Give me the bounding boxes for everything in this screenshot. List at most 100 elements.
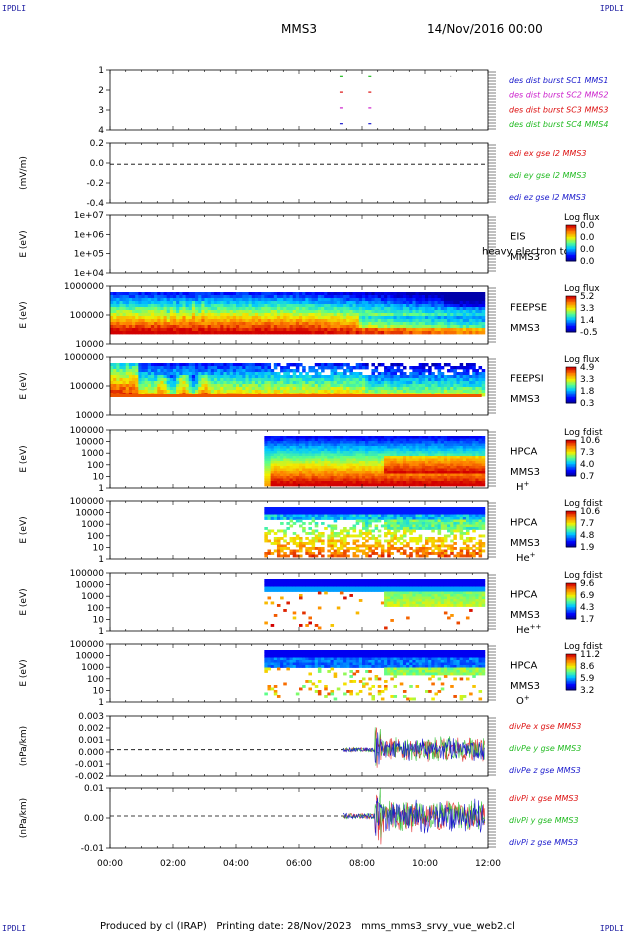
hpca_h-heat-cell xyxy=(384,451,388,454)
feepsi-heat-cell xyxy=(472,387,476,391)
feepsi-heat-cell xyxy=(465,366,470,370)
feepse-heat-cell xyxy=(169,298,174,302)
feepsi-heat-cell xyxy=(418,384,423,388)
hpca_h-heat-cell xyxy=(333,461,338,464)
feepse-heat-cell xyxy=(154,316,158,320)
feepsi-heat-cell xyxy=(207,366,212,370)
feepsi-heat-cell xyxy=(267,369,272,373)
feepse-heat-cell xyxy=(201,319,205,323)
hpca_h-heat-cell xyxy=(469,478,473,482)
feepse-heat-cell xyxy=(402,313,407,317)
feepse-heat-cell xyxy=(421,295,426,299)
hpca_h-heat-cell xyxy=(339,448,344,452)
feepsi-heat-cell xyxy=(368,384,372,388)
feepse-heat-cell xyxy=(132,310,136,314)
feepsi-heat-cell xyxy=(374,378,379,382)
feepsi-heat-cell xyxy=(223,381,227,385)
feepsi-heat-cell xyxy=(374,384,379,388)
feepsi-heat-cell xyxy=(390,387,394,391)
hpca_h-heat-cell xyxy=(418,473,423,477)
feepsi-heat-cell xyxy=(311,381,316,385)
hpca_h-heat-cell xyxy=(289,456,294,459)
feepse-heat-cell xyxy=(292,292,297,296)
feepse-heat-cell xyxy=(210,307,215,311)
feepsi-heat-cell xyxy=(321,387,325,391)
feepse-heat-cell xyxy=(138,325,142,329)
feepse-heat-cell xyxy=(119,331,123,335)
hpca_h-heat-cell xyxy=(302,478,306,482)
feepsi-heat-cell xyxy=(339,375,344,379)
hpca_h-heat-cell xyxy=(412,453,416,457)
feepse-heat-cell xyxy=(198,328,202,332)
hpca_h-heat-cell xyxy=(324,466,328,469)
hpca_h-heat-cell xyxy=(314,443,319,447)
hpca_he-heat-cell xyxy=(264,534,268,538)
feepse-heat-cell xyxy=(343,304,347,308)
feepse-heat-cell xyxy=(147,295,152,299)
feepse-heat-cell xyxy=(336,304,341,308)
feepse-heat-cell xyxy=(251,328,256,332)
feepsi-heat-cell xyxy=(169,387,174,391)
feepsi-heat-cell xyxy=(229,372,234,376)
feepse-heat-cell xyxy=(428,316,432,320)
feepse-heat-cell xyxy=(236,328,240,332)
feepse-heat-cell xyxy=(132,331,136,335)
hpca_h-heat-cell xyxy=(456,458,461,462)
feepse-heat-cell xyxy=(239,292,243,296)
feepsi-heat-cell xyxy=(459,378,464,382)
hpca_h-heat-cell xyxy=(280,443,284,447)
hpca_h-heat-cell xyxy=(402,468,407,472)
hpca_h-heat-cell xyxy=(396,468,401,472)
hpca_h-heat-cell xyxy=(270,456,275,459)
feepse-heat-cell xyxy=(267,295,272,299)
hpca_h-heat-cell xyxy=(273,461,278,464)
feepsi-heat-cell xyxy=(396,369,401,373)
feepse-heat-cell xyxy=(428,325,432,329)
eis-spacecraft-label: MMS3 xyxy=(510,252,540,263)
feepsi-heat-cell xyxy=(132,381,136,385)
hpca_h-heat-cell xyxy=(453,438,457,442)
feepse-heat-cell xyxy=(113,322,117,326)
feepse-heat-cell xyxy=(138,292,142,296)
feepse-heat-cell xyxy=(472,301,476,305)
feepse-heat-cell xyxy=(251,301,256,305)
feepsi-heat-cell xyxy=(308,390,312,394)
feepse-heat-cell xyxy=(425,301,429,305)
feepsi-heat-cell xyxy=(232,378,237,382)
hpca_h-heat-cell xyxy=(456,443,461,447)
hpca_h-heat-cell xyxy=(358,441,363,444)
hpca_h-heat-cell xyxy=(346,468,350,472)
feepsi-heat-cell xyxy=(402,390,407,394)
feepse-heat-cell xyxy=(185,304,190,308)
feepsi-heat-cell xyxy=(280,384,284,388)
hpca_h-heat-cell xyxy=(428,481,432,484)
feepsi-heat-cell xyxy=(371,375,375,379)
feepse-heat-cell xyxy=(176,310,180,314)
feepsi-heat-cell xyxy=(447,375,451,379)
feepse-heat-cell xyxy=(185,322,190,326)
feepsi-heat-cell xyxy=(179,372,183,376)
feepse-heat-cell xyxy=(261,298,265,302)
hpca_h-heat-cell xyxy=(264,476,268,479)
hpca_h-heat-cell xyxy=(481,476,486,479)
feepsi-heat-cell xyxy=(390,369,394,373)
feepse-heat-cell xyxy=(437,292,442,296)
hpca_h-heat-cell xyxy=(459,481,464,484)
hpca_h-heat-cell xyxy=(305,453,309,457)
feepse-heat-cell xyxy=(349,295,353,299)
feepsi-heat-cell xyxy=(173,366,177,370)
feepsi-heat-cell xyxy=(317,375,322,379)
hpca_h-heat-cell xyxy=(317,436,322,439)
feepse-heat-cell xyxy=(195,328,199,332)
feepse-heat-cell xyxy=(242,328,246,332)
feepse-heat-cell xyxy=(147,310,152,314)
hpca_h-heat-cell xyxy=(390,438,394,442)
hpca_h-heat-cell xyxy=(472,448,476,452)
feepse-heat-cell xyxy=(406,307,410,311)
feepse-heat-cell xyxy=(213,295,218,299)
hpca_h-heat-cell xyxy=(371,481,375,484)
hpca_h-heat-cell xyxy=(459,461,464,464)
feepse-heat-cell xyxy=(267,328,272,332)
hpca_h-heat-cell xyxy=(390,451,394,454)
hpca_h-heat-cell xyxy=(418,483,423,487)
